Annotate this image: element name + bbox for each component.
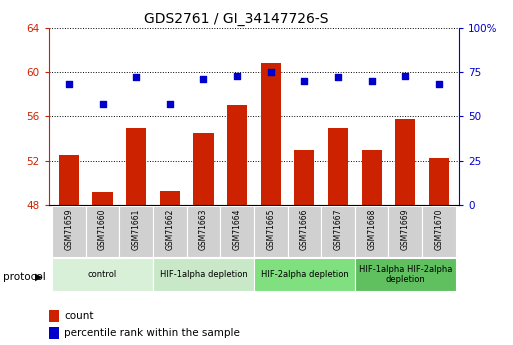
Bar: [294, 150, 314, 345]
Text: GSM71661: GSM71661: [132, 208, 141, 250]
Text: GSM71665: GSM71665: [266, 208, 275, 250]
Point: [435, 82, 443, 87]
Bar: [355, 258, 456, 291]
Bar: [52, 258, 153, 291]
Point: [267, 69, 275, 75]
Text: ▶: ▶: [34, 272, 42, 282]
Bar: [92, 192, 113, 345]
Bar: [355, 206, 388, 257]
Point: [368, 78, 376, 83]
Text: HIF-1alpha depletion: HIF-1alpha depletion: [160, 270, 247, 279]
Text: control: control: [88, 270, 117, 279]
Bar: [160, 191, 180, 345]
Bar: [328, 128, 348, 345]
Text: percentile rank within the sample: percentile rank within the sample: [64, 328, 240, 338]
Point: [98, 101, 107, 107]
Text: GSM71660: GSM71660: [98, 208, 107, 250]
Text: count: count: [64, 311, 94, 321]
Bar: [254, 206, 288, 257]
Bar: [153, 206, 187, 257]
Text: GSM71668: GSM71668: [367, 208, 376, 250]
Bar: [362, 150, 382, 345]
Bar: [126, 128, 146, 345]
Point: [300, 78, 308, 83]
Bar: [120, 206, 153, 257]
Point: [65, 82, 73, 87]
Text: GSM71664: GSM71664: [232, 208, 242, 250]
Bar: [193, 133, 213, 345]
Text: HIF-2alpha depletion: HIF-2alpha depletion: [261, 270, 348, 279]
Bar: [429, 158, 449, 345]
Bar: [254, 258, 355, 291]
Text: protocol: protocol: [3, 272, 45, 282]
Bar: [321, 206, 355, 257]
Bar: [422, 206, 456, 257]
Point: [401, 73, 409, 78]
Bar: [220, 206, 254, 257]
Bar: [395, 119, 416, 345]
Bar: [49, 310, 59, 322]
Text: GSM71663: GSM71663: [199, 208, 208, 250]
Bar: [49, 327, 59, 339]
Text: GDS2761 / GI_34147726-S: GDS2761 / GI_34147726-S: [144, 12, 328, 26]
Text: GSM71667: GSM71667: [333, 208, 343, 250]
Bar: [59, 155, 79, 345]
Point: [233, 73, 241, 78]
Point: [200, 76, 208, 82]
Point: [166, 101, 174, 107]
Text: GSM71669: GSM71669: [401, 208, 410, 250]
Text: GSM71666: GSM71666: [300, 208, 309, 250]
Bar: [288, 206, 321, 257]
Bar: [227, 105, 247, 345]
Point: [334, 75, 342, 80]
Bar: [261, 63, 281, 345]
Text: GSM71662: GSM71662: [165, 208, 174, 250]
Text: GSM71659: GSM71659: [65, 208, 73, 250]
Bar: [388, 206, 422, 257]
Bar: [52, 206, 86, 257]
Text: GSM71670: GSM71670: [435, 208, 443, 250]
Text: HIF-1alpha HIF-2alpha
depletion: HIF-1alpha HIF-2alpha depletion: [359, 265, 452, 284]
Bar: [187, 206, 220, 257]
Bar: [153, 258, 254, 291]
Bar: [86, 206, 120, 257]
Point: [132, 75, 140, 80]
